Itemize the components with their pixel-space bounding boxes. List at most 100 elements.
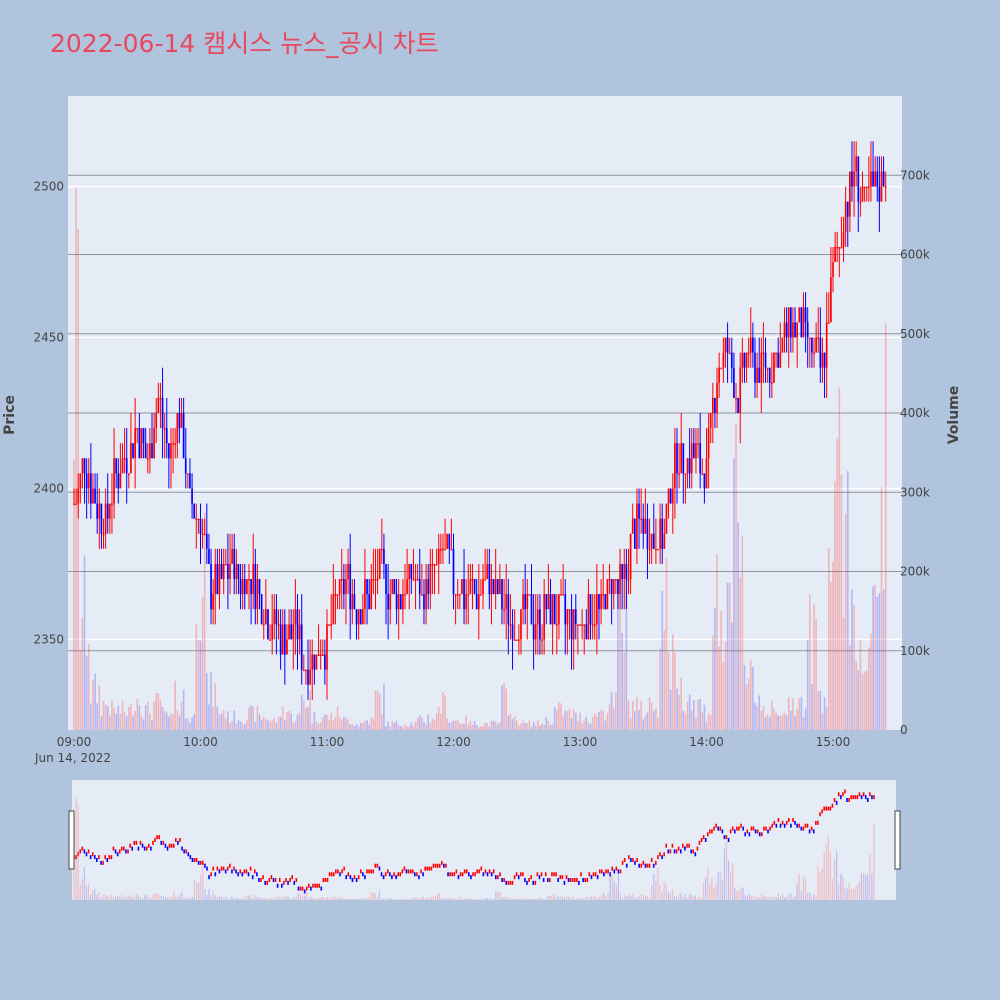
candle-body [623,563,626,580]
slider-candle [661,855,663,860]
slider-volume-bar [499,892,501,900]
candle-body [701,473,704,475]
candle-body [766,367,769,370]
volume-bar [564,710,567,730]
slider-volume-bar [447,898,449,900]
range-slider-left-handle[interactable] [68,810,75,870]
slider-candle [501,878,503,882]
candle-body [488,563,491,595]
candle-body [794,322,796,338]
candle-body [347,563,349,580]
slider-volume-bar [524,899,526,900]
candle-body [549,594,552,625]
slider-candle [262,875,264,880]
slider-volume-bar [77,805,79,900]
volume-bar [313,712,316,730]
candle-body [96,503,99,519]
volume-bar [187,718,189,730]
volume-bar [802,717,805,730]
slider-volume-bar [258,898,260,900]
volume-bar [433,720,436,730]
volume-bar [271,720,273,730]
candle-body [425,579,427,610]
slider-candle [846,798,848,802]
slider-volume-bar [85,885,88,900]
slider-volume-bar [397,899,399,900]
slider-candle [370,869,372,874]
candle-body [558,594,560,625]
price-axis-title: Price [2,395,18,435]
slider-volume-bar [653,873,655,900]
slider-candle [443,863,445,868]
volume-bar [321,717,324,730]
slider-candle [368,869,370,874]
candle-body [172,443,174,445]
volume-bar [598,711,600,730]
candle-body [777,352,780,368]
slider-candle [104,855,106,860]
candle-body [849,171,851,217]
slider-volume-bar [819,871,821,900]
candle-body [214,563,217,595]
slider-candle [526,880,528,885]
candle-body [520,609,522,640]
candle-body [458,594,461,596]
volume-bar [522,720,524,730]
volume-bar [541,723,543,730]
volume-bar [737,522,739,730]
slider-volume-bar [590,896,593,900]
slider-volume-bar [557,896,559,900]
candle-body [745,352,748,368]
slider-volume-bar [439,893,441,900]
slider-volume-bar [686,897,688,900]
candle-body [667,488,670,504]
candle-body [621,563,624,580]
volume-bar [172,714,174,730]
candle-body [720,367,723,370]
candle-body [321,654,324,657]
candle-body [678,473,680,475]
volume-bar [699,699,701,730]
range-slider-background[interactable] [72,780,896,900]
slider-candle [761,832,763,837]
volume-bar [140,716,143,730]
volume-bar [452,720,455,730]
candle-body [307,669,309,685]
slider-volume-bar [516,898,518,900]
slider-candle [189,855,192,860]
slider-volume-bar [497,891,499,900]
candle-body [406,579,408,595]
slider-volume-bar [833,859,836,900]
slider-volume-bar [732,863,734,900]
candle-body [385,563,387,595]
candle-body [530,594,533,625]
slider-candle [698,840,701,845]
slider-volume-bar [461,898,464,900]
slider-volume-bar [119,896,121,900]
slider-candle [185,849,188,854]
slider-volume-bar [817,865,819,900]
slider-candle [792,818,794,822]
volume-bar [454,720,457,730]
slider-volume-bar [272,898,275,900]
slider-volume-bar [202,858,204,900]
range-slider-right-handle[interactable] [894,810,901,870]
candle-body [758,367,761,383]
volume-bar [636,697,638,730]
candle-body [216,563,219,595]
candle-body [501,579,503,610]
candle-body [659,518,661,549]
volume-bar [157,693,160,730]
slider-candle [738,826,740,831]
slider-candle [243,869,246,874]
slider-candle [125,849,127,854]
slider-candle [226,866,229,871]
slider-volume-bar [507,897,509,900]
slider-candle [594,872,597,877]
slider-volume-bar [786,896,788,900]
volume-bar [566,711,569,730]
slider-candle [289,878,291,882]
slider-volume-bar [235,898,237,900]
candle-body [305,669,307,672]
volume-bar [117,705,120,730]
